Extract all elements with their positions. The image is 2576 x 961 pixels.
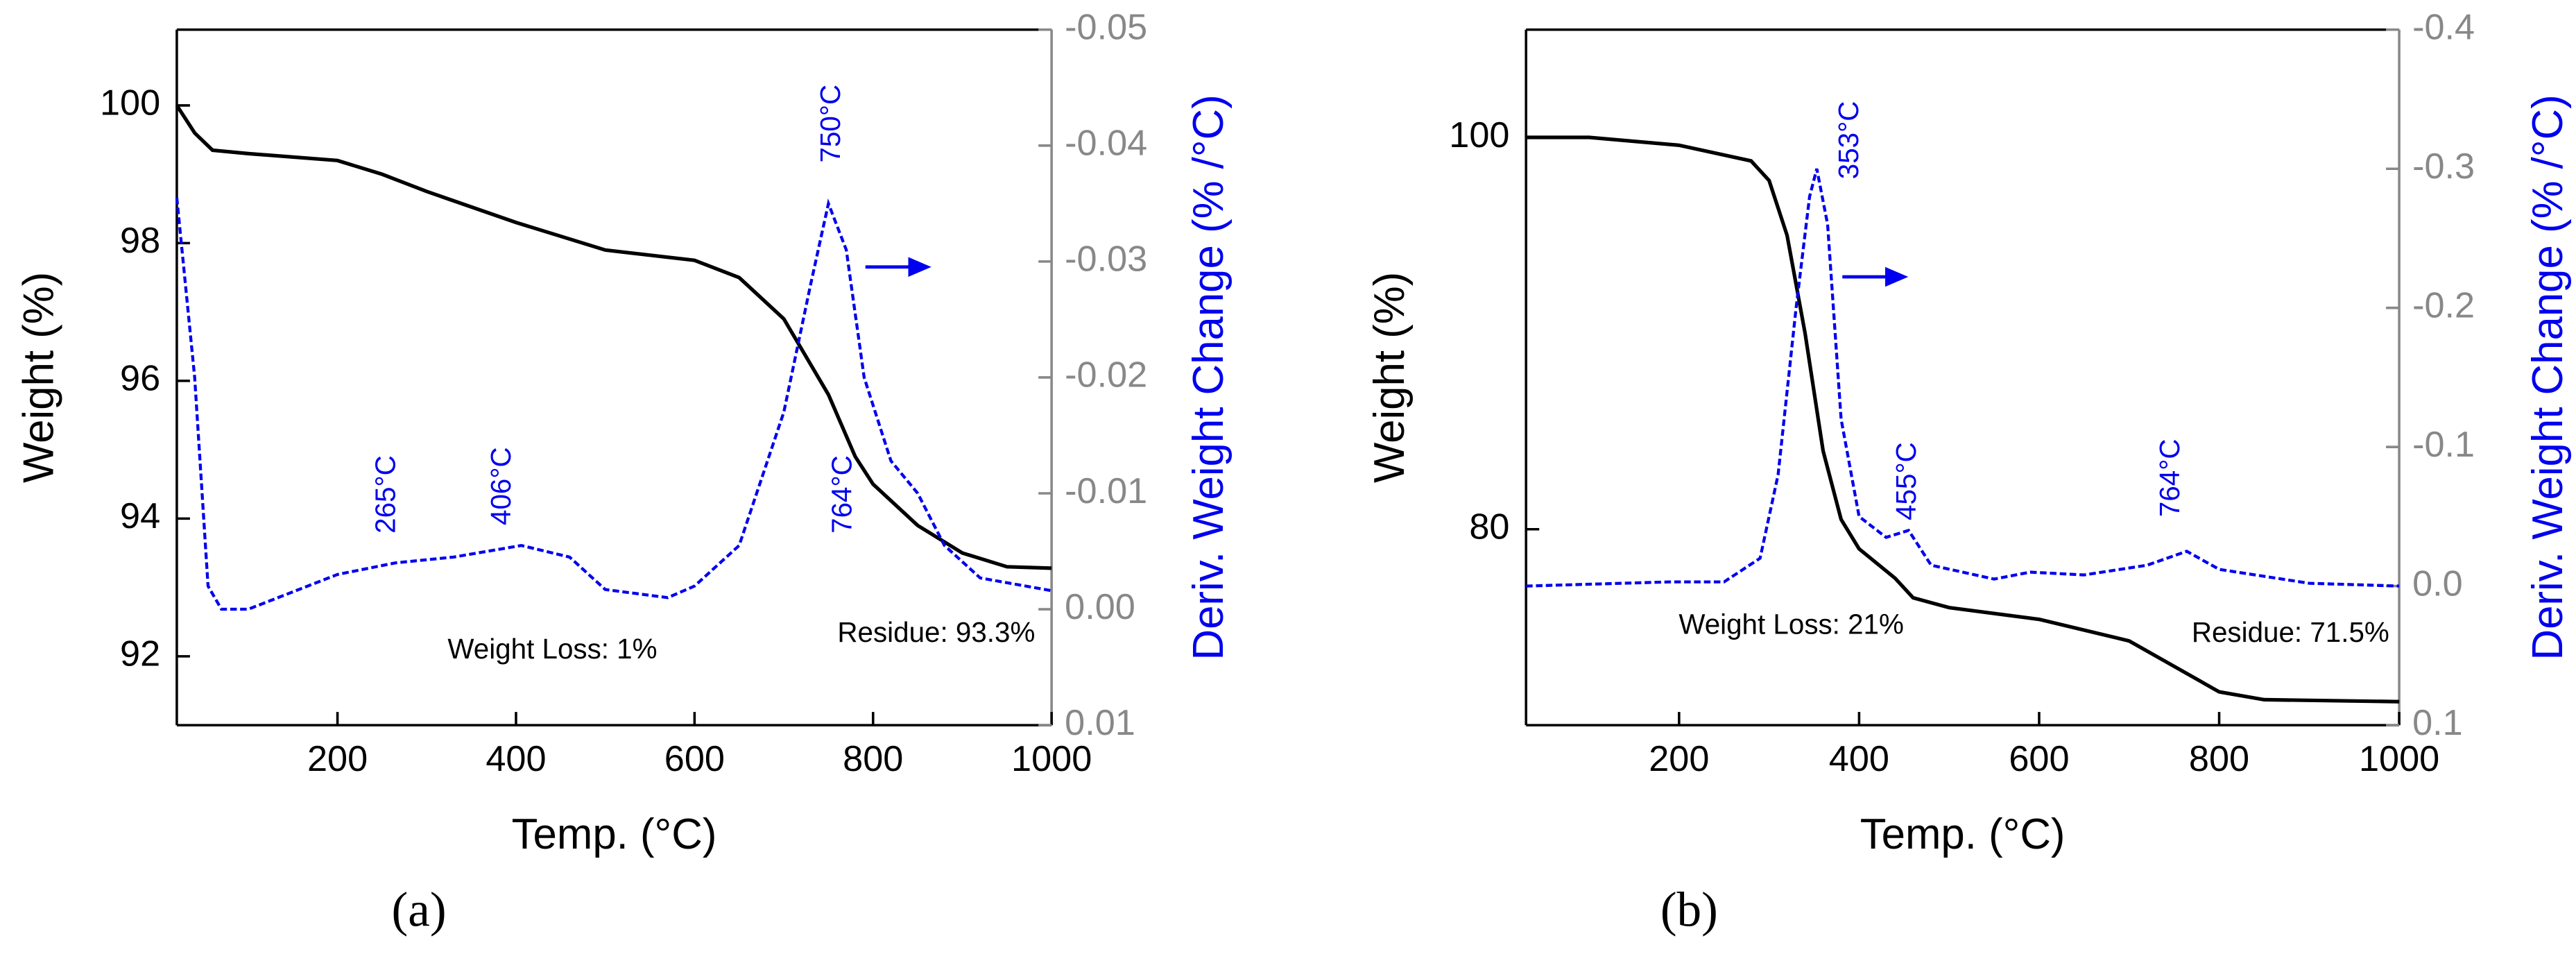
x-tick-label: 400 xyxy=(486,739,546,779)
y2-tick-label: -0.02 xyxy=(1065,355,1147,396)
x-tick-label: 200 xyxy=(307,739,368,779)
annotation: Residue: 71.5% xyxy=(2192,616,2389,648)
y2-tick-label: 0.0 xyxy=(2412,563,2463,604)
x-tick-label: 800 xyxy=(843,739,903,779)
y-axis-label: Weight (%) xyxy=(1366,272,1414,483)
y2-tick-label: -0.01 xyxy=(1065,471,1147,511)
weight-line xyxy=(1526,135,2400,704)
annotation: Weight Loss: 1% xyxy=(447,633,657,665)
y2-tick-label: -0.4 xyxy=(2412,8,2475,48)
axis-arrow-head xyxy=(908,257,931,278)
x-axis-label: Temp. (°C) xyxy=(512,810,717,858)
y-tick-label: 100 xyxy=(1449,115,1509,155)
x-axis-label: Temp. (°C) xyxy=(1860,810,2066,858)
x-tick-label: 600 xyxy=(664,739,725,779)
derivative-line xyxy=(1526,168,2400,588)
derivative-line xyxy=(175,197,1052,611)
y2-tick-label: -0.1 xyxy=(2412,425,2475,465)
x-tick-label: 800 xyxy=(2189,739,2249,779)
annotation: 455°C xyxy=(1890,442,1922,520)
y-axis-label: Weight (%) xyxy=(15,272,62,483)
y2-tick-label: -0.04 xyxy=(1065,124,1147,164)
y2-tick-label: -0.03 xyxy=(1065,239,1147,280)
annotation: 406°C xyxy=(485,447,517,525)
y-tick-label: 96 xyxy=(120,359,160,399)
panel-label: (a) xyxy=(392,883,447,937)
y-tick-label: 80 xyxy=(1469,507,1509,547)
y2-tick-label: 0.1 xyxy=(2412,703,2463,743)
annotation: 353°C xyxy=(1832,101,1864,180)
y-tick-label: 94 xyxy=(120,496,160,536)
y2-tick-label: 0.00 xyxy=(1065,587,1135,627)
weight-line xyxy=(175,104,1052,570)
x-tick-label: 400 xyxy=(1829,739,1889,779)
y-tick-label: 92 xyxy=(120,634,160,674)
x-tick-label: 600 xyxy=(2009,739,2069,779)
annotation: Residue: 93.3% xyxy=(837,616,1035,648)
panel-label: (b) xyxy=(1660,883,1718,937)
y-tick-label: 100 xyxy=(100,83,160,124)
x-tick-label: 200 xyxy=(1649,739,1709,779)
y2-axis-label: Deriv. Weight Change (% /°C) xyxy=(2524,94,2572,660)
y2-tick-label: -0.3 xyxy=(2412,146,2475,187)
annotation: Weight Loss: 21% xyxy=(1678,608,1904,640)
x-tick-label: 1000 xyxy=(1011,739,1092,779)
annotation: 764°C xyxy=(2154,439,2186,517)
y2-axis-label: Deriv. Weight Change (% /°C) xyxy=(1185,94,1233,660)
y2-tick-label: -0.05 xyxy=(1065,8,1147,48)
annotation: 750°C xyxy=(814,85,846,163)
axis-arrow-head xyxy=(1885,266,1909,287)
annotation: 764°C xyxy=(826,455,858,534)
y2-tick-label: -0.2 xyxy=(2412,285,2475,325)
x-tick-label: 1000 xyxy=(2359,739,2439,779)
y-tick-label: 98 xyxy=(120,221,160,261)
y2-tick-label: 0.01 xyxy=(1065,703,1135,743)
annotation: 265°C xyxy=(370,455,402,534)
